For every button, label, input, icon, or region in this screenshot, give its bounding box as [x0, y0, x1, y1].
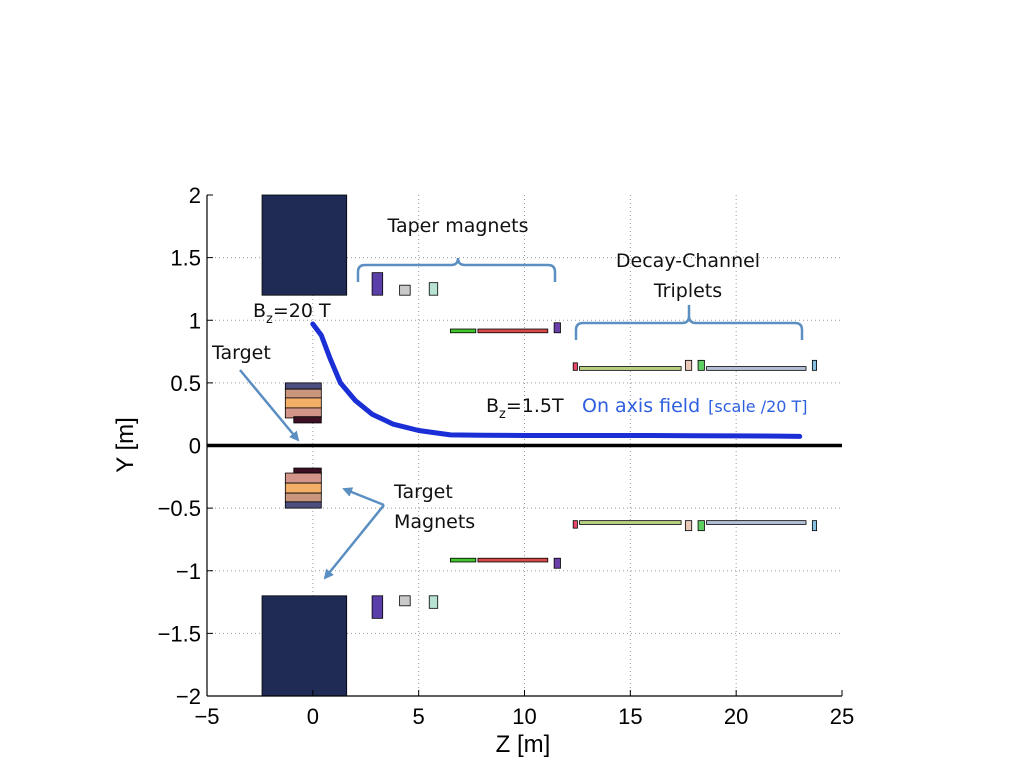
taper-magnet-16: [399, 595, 411, 607]
y-tick-label-0: 2: [189, 183, 201, 208]
triplet-magnet-24: [572, 362, 578, 371]
bz-low-base: B: [486, 395, 499, 417]
decay-channel-label-line1: Decay-Channel: [616, 250, 760, 272]
taper-magnet-14: [428, 282, 439, 296]
bz-low-value: =1.5T: [506, 395, 564, 417]
target-coil-magnet-6: [293, 416, 322, 424]
triplet-magnet-35: [811, 520, 817, 532]
y-tick-label-6: −1: [176, 559, 201, 584]
target-coil-magnet-9: [284, 482, 322, 494]
taper-magnet-13: [399, 284, 411, 296]
triplet-magnet-33: [697, 520, 705, 532]
triplet-magnet-26: [684, 359, 693, 371]
y-tick-label-3: 0.5: [170, 371, 201, 396]
y-tick-label-8: −2: [176, 684, 201, 709]
taper-magnet-23: [553, 557, 561, 569]
big-coil-magnet-1: [261, 595, 348, 697]
axes: [206, 194, 843, 697]
triplet-magnet-29: [811, 359, 817, 371]
x-tick-label-4: 15: [618, 704, 642, 729]
taper-magnet-20: [553, 322, 561, 334]
taper-magnet-21: [450, 557, 477, 563]
taper-magnet-12: [371, 272, 384, 296]
y-axis-label: Y [m]: [112, 417, 139, 473]
taper-magnet-18: [450, 328, 477, 334]
y-tick-label-7: −1.5: [158, 621, 201, 646]
triplet-magnet-28: [706, 366, 807, 371]
target-coil-magnet-8: [284, 472, 322, 484]
taper-magnet-17: [428, 595, 439, 609]
target-magnets-label-line2: Magnets: [394, 511, 475, 533]
x-tick-label-0: −5: [194, 704, 219, 729]
target-coil-magnet-2: [284, 382, 322, 390]
series-line-0: [310, 321, 803, 439]
y-tick-label-4: 0: [189, 434, 201, 459]
bz-low-label: Bz=1.5T: [486, 395, 564, 422]
target-coil-magnet-4: [284, 397, 322, 409]
target-magnets-arrow-up: [342, 487, 385, 507]
x-tick-label-3: 10: [512, 704, 536, 729]
x-tick-label-2: 5: [413, 704, 425, 729]
triplet-magnet-34: [706, 520, 807, 525]
target-magnets-label-line1: Target: [393, 481, 453, 503]
target-magnets-arrow-down: [323, 504, 385, 580]
decay-channel-brace: [574, 305, 804, 340]
x-tick-label-5: 20: [724, 704, 748, 729]
bz-high-value: =20 T: [273, 300, 331, 322]
bz-high-label: Bz=20 T: [253, 300, 331, 327]
x-tick-label-1: 0: [307, 704, 319, 729]
y-tick-label-2: 1: [189, 308, 201, 333]
magnet-layer: [261, 194, 817, 697]
triplet-magnet-25: [579, 366, 682, 371]
y-tick-label-5: −0.5: [158, 496, 201, 521]
target-coil-magnet-11: [284, 501, 322, 509]
on-axis-field-label: On axis field [scale /20 T]: [582, 395, 808, 417]
target-label: Target: [211, 342, 271, 364]
tick-labels: −5 0 5 10 15 20 25 2 1.5 1 0.5 0 −0.5 −1 −1.5 −2: [158, 183, 855, 729]
field-series-layer: [310, 321, 803, 439]
y-tick-label-1: 1.5: [170, 246, 201, 271]
target-coil-magnet-10: [284, 492, 322, 503]
triplet-magnet-32: [684, 520, 693, 532]
decay-channel-label-line2: Triplets: [653, 280, 722, 302]
triplet-magnet-27: [697, 359, 705, 371]
scale-note: [scale /20 T]: [708, 397, 807, 416]
target-coil-magnet-3: [284, 388, 322, 399]
bz-high-base: B: [253, 300, 266, 322]
bz-high-sub: z: [266, 312, 273, 327]
taper-magnet-19: [477, 328, 549, 334]
x-axis-label: Z [m]: [496, 731, 551, 758]
bz-low-sub: z: [499, 407, 506, 422]
x-tick-label-6: 25: [830, 704, 854, 729]
taper-magnets-label: Taper magnets: [387, 215, 529, 237]
on-axis-field-text: On axis field: [582, 395, 700, 417]
big-coil-magnet-0: [261, 194, 348, 296]
triplet-magnet-31: [579, 520, 682, 525]
taper-magnet-22: [477, 557, 549, 563]
triplet-magnet-30: [572, 520, 578, 529]
target-arrow: [239, 369, 300, 442]
taper-magnets-brace: [356, 257, 557, 282]
taper-magnet-15: [371, 595, 384, 619]
